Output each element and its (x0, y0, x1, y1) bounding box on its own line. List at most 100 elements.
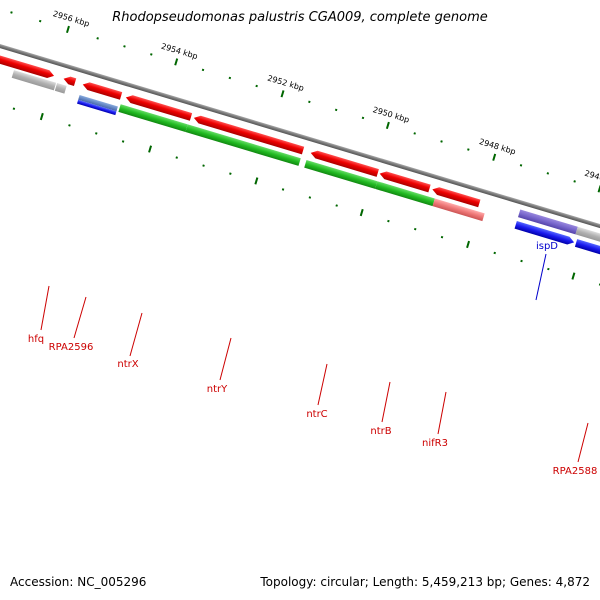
scale-dot (493, 251, 496, 255)
scale-label: 2948 kbp (478, 137, 517, 156)
scale-dot (573, 180, 576, 183)
genome-backbone (0, 0, 600, 324)
scale-dot (387, 219, 390, 223)
leader-ntry (219, 337, 232, 381)
scale-dot (334, 108, 338, 112)
genome-title: Rhodopseudomonas palustris CGA009, compl… (112, 10, 488, 25)
map-track-group: 2956 kbp 2954 kbp 2952 kbp 2950 kbp 2948… (0, 0, 600, 324)
cds-arrow-ntrb-2 (379, 171, 431, 193)
gene-label-hfq: hfq (28, 334, 44, 345)
scale-dot (440, 140, 443, 143)
leader-nifr3 (437, 391, 447, 435)
gene-label-ntrx: ntrX (117, 359, 138, 370)
genome-summary: Topology: circular; Length: 5,459,213 bp… (260, 575, 590, 589)
scale-major-tick (254, 177, 259, 185)
gene-bar-ntrc (304, 159, 378, 189)
scale-label: 2946 kbp (583, 169, 600, 188)
scale-major-tick (466, 240, 471, 249)
scale-dot (361, 116, 365, 120)
cds-arrow-ntrb (310, 150, 379, 177)
scale-major-tick (174, 58, 179, 66)
gene-bar-rpa2596-steel (78, 95, 118, 112)
gene-bar-ntrx (118, 104, 188, 132)
scale-dot (12, 107, 16, 110)
ncrna-arrow-ispd-2 (574, 239, 600, 255)
scale-dot (68, 124, 71, 127)
cds-arrow-ntrc (193, 115, 305, 155)
cds-arrow-ntry (125, 95, 193, 121)
scale-dot (413, 132, 416, 135)
scale-label: 2952 kbp (266, 74, 305, 93)
gene-label-rpa2596: RPA2596 (49, 342, 94, 353)
scale-dot (335, 204, 338, 207)
scale-dot (308, 100, 311, 104)
scale-major-tick (66, 25, 70, 34)
leader-ispd (535, 253, 547, 301)
scale-dot (520, 259, 523, 263)
scale-dot (255, 84, 258, 88)
scale-dot (228, 76, 232, 80)
scale-dot (413, 227, 417, 231)
cds-arrow-rpa2596 (63, 76, 77, 87)
scale-dot (598, 283, 600, 286)
leader-ntrx (129, 312, 143, 357)
gene-label-ispd: ispD (536, 241, 558, 252)
scale-dot (175, 156, 178, 159)
gene-bar-ispd-tail (575, 226, 600, 244)
gene-label-ntry: ntrY (207, 384, 228, 395)
gene-label-ntrb: ntrB (370, 426, 391, 437)
scale-track-lower (12, 107, 600, 286)
scale-major-tick (280, 90, 285, 98)
scale-dot (547, 267, 550, 271)
gene-label-nifr3: nifR3 (422, 438, 448, 449)
scale-dot (121, 140, 125, 143)
scale-major-tick (385, 121, 390, 130)
scale-dot (123, 45, 126, 48)
gene-label-rpa2588: RPA2588 (553, 466, 598, 477)
leader-rpa2588 (577, 422, 589, 463)
scale-dot (96, 37, 99, 40)
scale-label: 2954 kbp (160, 42, 199, 61)
scale-dot (95, 132, 98, 135)
gene-track-forward (11, 70, 600, 255)
scale-dot (201, 68, 205, 72)
gene-bar-ntry (185, 124, 301, 166)
cds-arrow-hfq (0, 49, 55, 78)
scale-major-tick (492, 153, 497, 161)
leader-ntrb (381, 381, 391, 423)
scale-major-tick (359, 208, 364, 217)
scale-dot (546, 172, 550, 175)
gene-bar-ispd (518, 209, 578, 235)
leader-hfq (40, 285, 50, 331)
cds-arrow-ntrx (82, 82, 123, 100)
leader-ntrc (317, 363, 328, 406)
label-leaders (40, 285, 589, 463)
cds-track (0, 49, 481, 208)
scale-major-tick (39, 112, 44, 121)
scale-major-tick (571, 272, 576, 280)
scale-dot (38, 19, 42, 23)
scale-label: 2956 kbp (52, 9, 91, 28)
gene-bar-nifr3 (432, 198, 485, 222)
cds-arrow-nifr3 (432, 187, 481, 208)
scale-dot (202, 164, 205, 167)
scale-dot (281, 188, 285, 191)
operon-track (118, 104, 485, 222)
scale-major-tick (148, 145, 153, 153)
scale-dot (150, 53, 153, 56)
scale-dot (308, 196, 312, 199)
gene-bar-rpa2596 (54, 83, 67, 94)
accession-label: Accession: NC_005296 (10, 575, 147, 589)
scale-dot (440, 235, 444, 239)
scale-dot (467, 148, 470, 151)
gene-bar-ntrb (375, 181, 435, 207)
ncrna-arrow-ispd (514, 220, 575, 245)
scale-dot (10, 11, 13, 14)
gene-bar-hfq (11, 70, 57, 91)
gene-label-ntrc: ntrC (306, 409, 327, 420)
gene-bar-rpa2596-blue (77, 99, 117, 116)
leader-rpa2596 (73, 296, 87, 339)
scale-dot (519, 164, 523, 167)
scale-dot (229, 172, 232, 175)
